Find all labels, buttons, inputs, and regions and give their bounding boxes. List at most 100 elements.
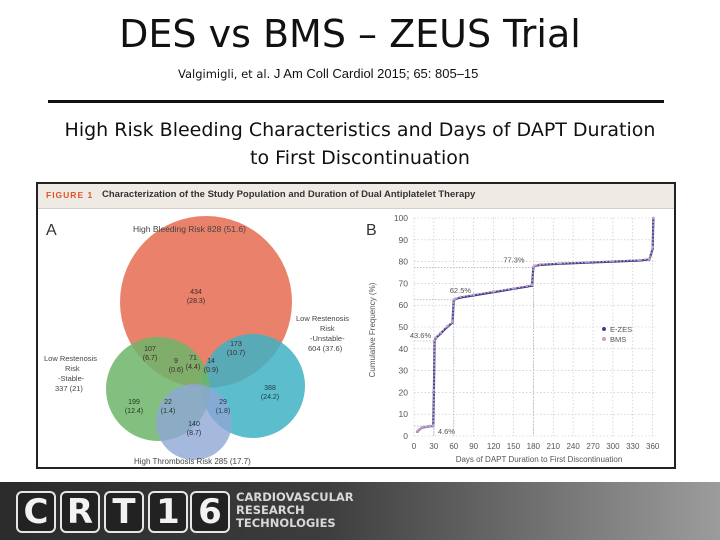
- chart-data-point: [459, 295, 462, 299]
- logo-letter: R: [60, 491, 100, 533]
- chart-series: [416, 216, 655, 433]
- venn-region-count: 29: [219, 399, 227, 406]
- chart-data-point: [525, 284, 529, 288]
- chart-x-tick-label: 0: [412, 442, 417, 451]
- chart-x-tick-label: 270: [586, 442, 600, 451]
- chart-y-tick-label: 50: [399, 322, 409, 332]
- subtitle-line-2: to First Discontinuation: [250, 147, 470, 169]
- chart-y-axis-label: Cumulative Frequency (%): [368, 282, 377, 377]
- chart-y-tick-label: 80: [399, 257, 409, 267]
- chart-data-point: [433, 339, 436, 342]
- venn-region-thrombosis-only: 140 (8.7): [187, 421, 201, 437]
- chart-y-tick-label: 70: [399, 278, 409, 288]
- chart-x-tick-label: 360: [646, 442, 660, 451]
- chart-y-tick-label: 30: [399, 366, 409, 376]
- footer-banner: C R T 1 6 CARDIOVASCULAR RESEARCH TECHNO…: [0, 482, 720, 540]
- chart-legend-label: BMS: [610, 335, 626, 344]
- venn-region-unstable-bleeding-thrombosis: 14 (0.9): [204, 358, 218, 374]
- organization-line-3: TECHNOLOGIES: [236, 516, 336, 530]
- chart-data-point: [424, 425, 428, 428]
- chart-annotation-label: 77.3%: [503, 255, 525, 264]
- chart-x-tick-label: 300: [606, 442, 620, 451]
- dapt-duration-chart: 0 10 20 30 40 50 60 70 80 90 100 0 30 60 90 120 150 180 2…: [368, 213, 660, 464]
- figure-header: FIGURE 1 Characterization of the Study P…: [38, 184, 674, 209]
- chart-data-point: [651, 246, 654, 249]
- venn-region-percent: (4.4): [186, 364, 200, 371]
- venn-region-percent: (24.2): [261, 394, 279, 401]
- venn-region-count: 107: [144, 346, 156, 353]
- chart-series-line: [416, 217, 655, 432]
- venn-unstable-label-4: 604 (37.6): [308, 344, 343, 353]
- venn-region-count: 71: [189, 355, 197, 362]
- chart-data-point: [445, 324, 449, 328]
- chart-y-tick-label: 0: [403, 431, 408, 441]
- chart-y-tick-label: 90: [399, 235, 409, 245]
- venn-diagram: High Bleeding Risk 828 (51.6) Low Resten…: [44, 216, 349, 466]
- venn-region-stable-bleeding-thrombosis: 9 (0.6): [169, 358, 183, 374]
- logo-letter: C: [16, 491, 56, 533]
- chart-x-tick-label: 150: [507, 442, 521, 451]
- venn-stable-label-1: Low Restenosis: [44, 354, 97, 363]
- venn-region-percent: (0.9): [204, 367, 218, 374]
- chart-data-point: [530, 283, 534, 287]
- organization-name: CARDIOVASCULAR RESEARCH TECHNOLOGIES: [236, 491, 354, 530]
- figure-caption: Characterization of the Study Population…: [102, 189, 476, 200]
- chart-legend-marker: [602, 337, 606, 341]
- chart-data-point: [533, 264, 536, 267]
- chart-x-tick-label: 180: [527, 442, 541, 451]
- chart-x-ticks: 0 30 60 90 120 150 180 210 240 270 300 330 360: [412, 442, 660, 451]
- chart-data-point: [418, 427, 421, 431]
- chart-x-tick-label: 30: [429, 442, 438, 451]
- venn-region-count: 22: [164, 399, 172, 406]
- chart-x-tick-label: 90: [469, 442, 478, 451]
- venn-region-percent: (1.8): [216, 408, 230, 415]
- chart-x-tick-label: 120: [487, 442, 501, 451]
- chart-data-point: [611, 259, 615, 263]
- chart-x-tick-label: 240: [566, 442, 580, 451]
- chart-x-tick-label: 60: [449, 442, 458, 451]
- chart-legend-marker: [602, 327, 606, 331]
- venn-region-percent: (12.4): [125, 408, 143, 415]
- chart-data-point: [638, 258, 641, 262]
- citation: Valgimigli, et al. J Am Coll Cardiol 201…: [178, 66, 478, 81]
- chart-annotations: 4.6% 43.6% 62.5% 77.3%: [410, 255, 525, 435]
- venn-unstable-label-1: Low Restenosis: [296, 314, 349, 323]
- chart-y-tick-label: 40: [399, 344, 409, 354]
- venn-region-count: 388: [264, 385, 276, 392]
- chart-x-tick-label: 210: [547, 442, 561, 451]
- venn-region-count: 199: [128, 399, 140, 406]
- chart-y-ticks: 0 10 20 30 40 50 60 70 80 90 100: [394, 213, 408, 441]
- chart-annotation-label: 43.6%: [410, 331, 432, 340]
- chart-y-tick-label: 20: [399, 387, 409, 397]
- venn-region-count: 434: [190, 289, 202, 296]
- venn-region-unstable-thrombosis: 29 (1.8): [216, 399, 230, 415]
- chart-data-point: [434, 336, 438, 339]
- chart-data-point: [420, 426, 424, 429]
- venn-region-unstable-only: 388 (24.2): [261, 385, 279, 401]
- venn-region-count: 140: [188, 421, 200, 428]
- chart-data-point: [558, 262, 562, 265]
- venn-thrombosis-label: High Thrombosis Risk 285 (17.7): [134, 457, 251, 466]
- venn-unstable-label-3: -Unstable-: [310, 334, 345, 343]
- organization-line-1: CARDIOVASCULAR: [236, 490, 354, 504]
- venn-region-bleeding-only: 434 (28.3): [187, 289, 205, 305]
- figure-label: FIGURE 1: [46, 190, 94, 200]
- panel-b-letter: B: [366, 222, 377, 239]
- chart-y-tick-label: 100: [394, 213, 408, 223]
- venn-stable-label-2: Risk: [65, 364, 80, 373]
- chart-data-point: [648, 257, 651, 261]
- venn-unstable-label-2: Risk: [320, 324, 335, 333]
- chart-data-point: [472, 293, 475, 297]
- citation-authors: Valgimigli, et al.: [178, 67, 271, 81]
- chart-data-point: [431, 424, 435, 428]
- chart-data-point: [538, 263, 542, 266]
- chart-data-point: [453, 297, 457, 300]
- chart-data-point: [492, 290, 495, 293]
- citation-reference: J Am Coll Cardiol 2015; 65: 805–15: [273, 66, 479, 81]
- slide-subtitle: High Risk Bleeding Characteristics and D…: [30, 116, 690, 172]
- venn-region-percent: (8.7): [187, 430, 201, 437]
- venn-region-percent: (1.4): [161, 408, 175, 415]
- venn-bleeding-label: High Bleeding Risk 828 (51.6): [133, 224, 246, 234]
- venn-region-percent: (6.7): [143, 355, 157, 362]
